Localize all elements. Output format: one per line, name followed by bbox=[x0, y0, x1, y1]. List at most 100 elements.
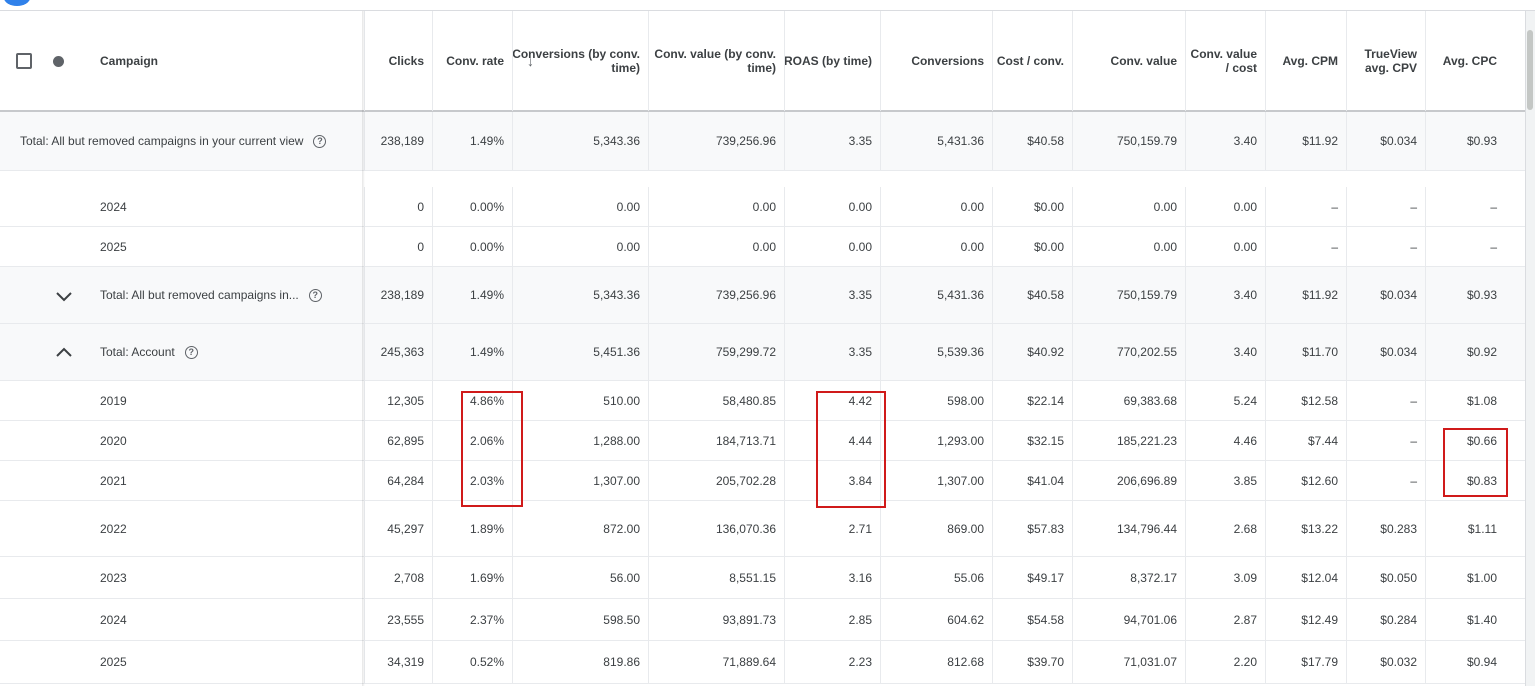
column-divider bbox=[512, 11, 513, 111]
cell-conversions: 604.62 bbox=[947, 612, 984, 627]
status-dot-icon[interactable] bbox=[53, 56, 64, 67]
column-divider bbox=[1185, 557, 1186, 599]
column-divider bbox=[1265, 11, 1266, 111]
header-conv-value-by-conv-time[interactable]: Conv. value (by conv. time) bbox=[654, 46, 776, 75]
cell-conv-rate: 1.69% bbox=[469, 570, 504, 585]
header-avg-cpm[interactable]: Avg. CPM bbox=[1282, 53, 1338, 68]
select-all-checkbox[interactable] bbox=[16, 53, 32, 69]
header-clicks[interactable]: Clicks bbox=[388, 53, 424, 68]
cell-avg-cpm: $12.04 bbox=[1301, 570, 1338, 585]
cell-conv-value-by-conv-time: 739,256.96 bbox=[715, 288, 776, 302]
column-divider bbox=[1346, 421, 1347, 461]
cell-conv-rate: 2.06% bbox=[469, 433, 504, 448]
table-row[interactable]: 2024 23,555 2.37% 598.50 93,891.73 2.85 604.62… bbox=[0, 599, 1525, 641]
column-divider bbox=[512, 599, 513, 641]
help-icon[interactable]: ? bbox=[313, 134, 327, 148]
column-divider bbox=[648, 324, 649, 381]
header-cost-conv[interactable]: Cost / conv. bbox=[996, 53, 1064, 68]
table-row[interactable]: 2019 12,305 4.86% 510.00 58,480.85 4.42 598.00… bbox=[0, 381, 1525, 421]
header-conv-rate[interactable]: Conv. rate bbox=[446, 53, 504, 68]
column-divider bbox=[1072, 461, 1073, 501]
column-divider bbox=[512, 267, 513, 324]
table-row[interactable]: 2023 2,708 1.69% 56.00 8,551.15 3.16 55.06 $49.… bbox=[0, 557, 1525, 599]
table-row[interactable]: 2025 34,319 0.52% 819.86 71,889.64 2.23 812.68… bbox=[0, 641, 1525, 684]
column-divider bbox=[364, 187, 365, 227]
cell-roas-by-time: 4.44 bbox=[848, 433, 872, 448]
table-row[interactable]: 2024 0 0.00% 0.00 0.00 0.00 0.00 $0.00 0.00 0.00 –… bbox=[0, 187, 1525, 227]
table-row[interactable]: 2020 62,895 2.06% 1,288.00 184,713.71 4.44 1,2… bbox=[0, 421, 1525, 461]
column-divider bbox=[880, 421, 881, 461]
cell-conversions-by-conv-time: 1,288.00 bbox=[593, 433, 640, 448]
cell-cost-conv: $0.00 bbox=[1033, 199, 1064, 214]
column-divider bbox=[1425, 112, 1426, 171]
table-row[interactable]: Total: Account? 245,363 1.49% 5,451.36 759,2… bbox=[0, 324, 1525, 381]
header-conversions[interactable]: Conversions bbox=[911, 53, 984, 68]
row-label-text: 2019 bbox=[100, 393, 127, 408]
column-divider bbox=[1346, 187, 1347, 227]
cell-conv-value-cost: 2.20 bbox=[1233, 655, 1257, 669]
column-divider bbox=[432, 267, 433, 324]
header-campaign[interactable]: Campaign bbox=[100, 53, 159, 68]
cell-trueview-avg-cpv: $0.034 bbox=[1380, 288, 1417, 302]
cell-conv-value-cost: 5.24 bbox=[1233, 393, 1257, 408]
cell-cost-conv: $49.17 bbox=[1027, 570, 1064, 585]
cell-trueview-avg-cpv: – bbox=[1410, 473, 1417, 488]
column-divider bbox=[1346, 461, 1347, 501]
column-divider bbox=[880, 501, 881, 557]
table-row[interactable]: 2022 45,297 1.89% 872.00 136,070.36 2.71 869.0… bbox=[0, 501, 1525, 557]
cell-roas-by-time: 3.16 bbox=[848, 570, 872, 585]
cell-avg-cpc: $0.93 bbox=[1466, 134, 1497, 148]
header-trueview-avg-cpv[interactable]: TrueView avg. CPV bbox=[1364, 46, 1417, 75]
column-divider bbox=[1265, 599, 1266, 641]
header-avg-cpc[interactable]: Avg. CPC bbox=[1442, 53, 1497, 68]
column-divider bbox=[1185, 11, 1186, 111]
column-divider bbox=[648, 267, 649, 324]
header-conv-value[interactable]: Conv. value bbox=[1110, 53, 1177, 68]
help-icon[interactable]: ? bbox=[308, 288, 322, 302]
column-divider bbox=[1425, 599, 1426, 641]
column-divider bbox=[784, 267, 785, 324]
cell-avg-cpc: $0.94 bbox=[1466, 655, 1497, 669]
cell-conversions-by-conv-time: 1,307.00 bbox=[593, 473, 640, 488]
header-conversions-by-conv-time[interactable]: Conversions (by conv. time) bbox=[512, 46, 640, 75]
cell-conv-value-cost: 2.87 bbox=[1233, 612, 1257, 627]
logo-icon bbox=[4, 0, 30, 6]
column-divider bbox=[1265, 324, 1266, 381]
table-row[interactable]: 2025 0 0.00% 0.00 0.00 0.00 0.00 $0.00 0.00 0.00 –… bbox=[0, 227, 1525, 267]
sort-descending-icon[interactable]: ↓ bbox=[527, 53, 534, 69]
column-divider bbox=[648, 381, 649, 421]
column-divider bbox=[364, 267, 365, 324]
cell-roas-by-time: 3.84 bbox=[848, 473, 872, 488]
column-divider bbox=[1346, 381, 1347, 421]
column-divider bbox=[648, 461, 649, 501]
cell-clicks: 238,189 bbox=[380, 288, 424, 302]
column-divider bbox=[1265, 112, 1266, 171]
cell-avg-cpc: $1.40 bbox=[1466, 612, 1497, 627]
column-divider bbox=[648, 599, 649, 641]
horizontal-scrollbar-track[interactable] bbox=[1525, 11, 1535, 686]
column-divider bbox=[1072, 187, 1073, 227]
cell-clicks: 64,284 bbox=[387, 473, 424, 488]
cell-conv-rate: 1.49% bbox=[469, 134, 504, 148]
cell-avg-cpm: $11.92 bbox=[1302, 134, 1338, 148]
cell-conversions: 5,539.36 bbox=[937, 345, 984, 359]
chevron-up-icon[interactable] bbox=[55, 344, 73, 362]
scrollbar-thumb[interactable] bbox=[1527, 30, 1533, 110]
header-conv-value-cost[interactable]: Conv. value / cost bbox=[1190, 46, 1257, 75]
cell-conv-value: 71,031.07 bbox=[1123, 655, 1177, 669]
cell-roas-by-time: 0.00 bbox=[848, 239, 872, 254]
header-roas-by-time[interactable]: ROAS (by time) bbox=[784, 53, 873, 68]
column-divider bbox=[1425, 501, 1426, 557]
table-row[interactable]: Total: All but removed campaigns in your… bbox=[0, 112, 1525, 171]
table-row[interactable]: 2021 64,284 2.03% 1,307.00 205,702.28 3.84 1,3… bbox=[0, 461, 1525, 501]
column-divider bbox=[1265, 557, 1266, 599]
chevron-down-icon[interactable] bbox=[55, 287, 73, 305]
table-row[interactable]: Total: All but removed campaigns in...? 2… bbox=[0, 267, 1525, 324]
column-divider bbox=[432, 501, 433, 557]
help-icon[interactable]: ? bbox=[184, 345, 198, 359]
cell-trueview-avg-cpv: $0.034 bbox=[1380, 345, 1417, 359]
column-divider bbox=[1072, 421, 1073, 461]
column-divider bbox=[1425, 421, 1426, 461]
column-divider bbox=[648, 227, 649, 267]
column-divider bbox=[512, 421, 513, 461]
